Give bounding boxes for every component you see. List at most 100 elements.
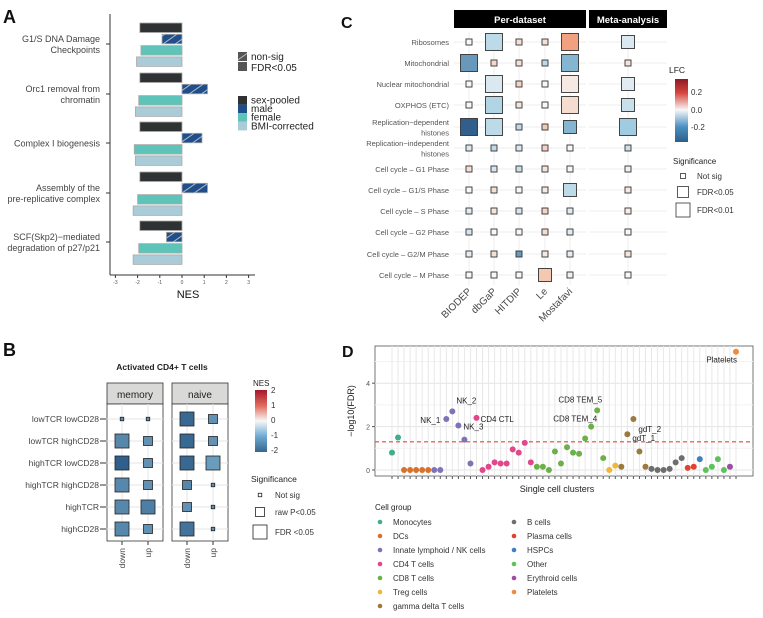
legend-label-series: BMI-corrected: [251, 121, 314, 132]
tile: [140, 499, 156, 515]
data-point: [720, 467, 727, 473]
data-point: [485, 463, 492, 470]
chart-title: Activated CD4+ T cells: [116, 362, 208, 372]
data-point: [564, 444, 571, 451]
tile: [179, 521, 195, 537]
tile: [624, 271, 632, 279]
tile: [566, 207, 574, 215]
color-bar-tick-label: 1: [271, 401, 276, 410]
data-point: [570, 449, 577, 456]
row-label-line: Cell cycle – G2 Phase: [375, 228, 449, 237]
row-label: lowTCR highCD28: [29, 436, 100, 446]
tile: [541, 186, 549, 194]
tile: [114, 521, 130, 537]
tile: [566, 165, 574, 173]
tile: [465, 271, 473, 279]
bar-hatch-non-sig: [182, 133, 202, 143]
facet-label: memory: [117, 390, 153, 401]
data-point: [618, 463, 625, 470]
tile: [541, 144, 549, 152]
tile: [515, 165, 523, 173]
panel-b: B Activated CD4+ T cells lowTCR lowCD28 low…: [3, 340, 316, 568]
legend-swatch-hatch: [238, 52, 247, 61]
tile: [490, 59, 498, 67]
data-point: [551, 448, 558, 455]
tile: [515, 207, 523, 215]
y-tick-label: 0: [366, 468, 370, 475]
point-label: gdT_2: [638, 425, 661, 434]
tile: [119, 416, 125, 422]
data-point: [413, 467, 420, 473]
tile: [485, 118, 503, 136]
tile: [485, 75, 503, 93]
tile: [541, 228, 549, 236]
category-label: Assembly of the pre-replicative complex: [7, 183, 100, 204]
data-point: [545, 467, 552, 473]
facet-strip: [454, 10, 586, 28]
bar-sex-pooled: [139, 121, 183, 132]
row-label: highTCR: [65, 502, 99, 512]
legend-label: CD4 T cells: [393, 560, 434, 569]
panel-c: C Per-dataset Meta-analysis Ribosomes Mitoch…: [341, 10, 734, 324]
legend-key: [377, 589, 383, 595]
tile: [210, 482, 216, 488]
tile: [624, 207, 632, 215]
data-point: [666, 465, 673, 472]
row-label: Replication−dependent histones: [372, 118, 450, 138]
legend-label: CD8 T cells: [393, 574, 434, 583]
tile: [566, 250, 574, 258]
y-axis-title: −log10(FDR): [346, 385, 356, 437]
legend-size-key: [680, 173, 686, 179]
legend-key: [377, 519, 383, 525]
row-label: Cell cycle – M Phase: [379, 271, 449, 280]
legend-key: [511, 589, 517, 595]
tile: [621, 35, 635, 49]
tile: [143, 480, 153, 490]
legend-key: [511, 561, 517, 567]
data-point: [612, 462, 619, 469]
legend-key: [511, 533, 517, 539]
column-label: Le: [534, 286, 550, 302]
tile: [541, 250, 549, 258]
tile: [465, 38, 473, 46]
tile: [621, 77, 635, 91]
legend-size-label: FDR<0.05: [697, 188, 734, 197]
bar-sex-pooled: [139, 22, 183, 33]
legend-size-key: [677, 186, 689, 198]
bar-hatch-non-sig: [162, 34, 182, 44]
color-bar-tick-label: -2: [271, 446, 279, 455]
tile: [515, 228, 523, 236]
data-point: [437, 467, 444, 473]
row-label: OXPHOS (ETC): [395, 101, 450, 110]
color-bar-tick-label: 0: [271, 416, 276, 425]
data-point: [473, 414, 480, 421]
bar-sex-pooled: [139, 220, 183, 231]
tile: [465, 80, 473, 88]
panel-label-b: B: [3, 340, 16, 360]
facet-label: Meta-analysis: [597, 15, 659, 26]
data-point: [582, 435, 589, 442]
tile: [561, 54, 579, 72]
tile: [515, 186, 523, 194]
row-label: highTCR lowCD28: [29, 458, 100, 468]
point-label: CD8 TEM_4: [553, 415, 597, 424]
row-label-line: Replication−independent: [366, 139, 450, 148]
row-label-line: Replication−dependent: [372, 118, 450, 127]
column-label: down: [117, 548, 127, 569]
legend-label-significance: FDR<0.05: [251, 63, 297, 74]
bar-female: [133, 144, 183, 155]
data-point: [594, 407, 601, 414]
legend-label: HSPCs: [527, 546, 553, 555]
row-label: Mitochondrial: [404, 59, 449, 68]
tile: [114, 499, 130, 515]
tile: [465, 101, 473, 109]
data-point: [557, 460, 564, 467]
tile: [563, 183, 577, 197]
data-point: [419, 467, 426, 473]
legend-key: [377, 575, 383, 581]
facet-label: naive: [188, 390, 212, 401]
tile: [515, 80, 523, 88]
legend-key: [377, 603, 383, 609]
tile: [114, 433, 130, 449]
